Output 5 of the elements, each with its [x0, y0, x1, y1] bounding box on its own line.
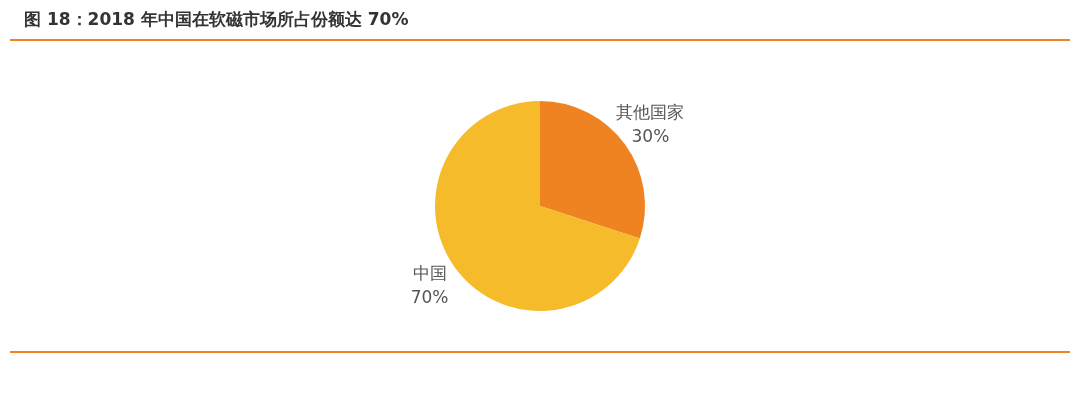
- slice-label: 其他国家: [616, 102, 685, 123]
- data-label: 30%: [631, 126, 670, 147]
- text: 图 18：2018 年中国在软磁市场所占份额达 70%: [10, 0, 1070, 41]
- data-label: 70%: [410, 286, 449, 307]
- slice-label: 中国: [412, 262, 447, 283]
